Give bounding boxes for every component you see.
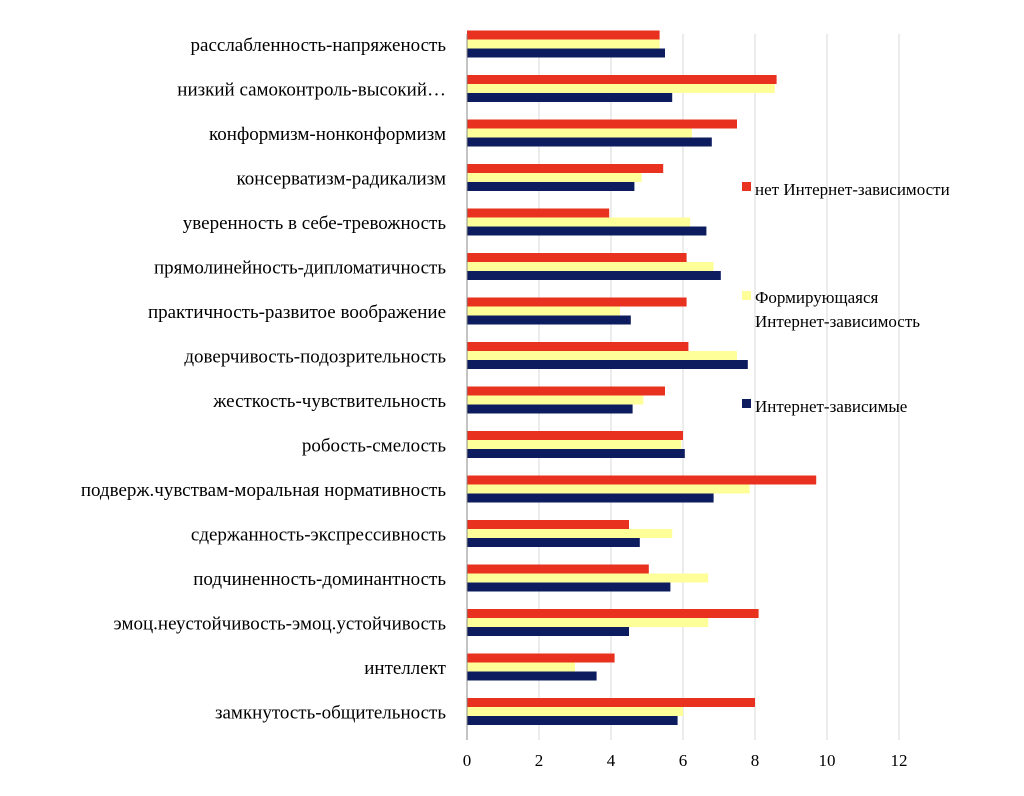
bar-2-1 [467,39,660,49]
bar-2-4 [467,173,642,182]
x-tick-label: 6 [679,751,688,770]
bar-1-14 [467,609,759,618]
bar-1-6 [467,253,687,262]
bar-3-5 [467,226,707,236]
category-label: подчиненность-доминантность [193,569,446,590]
bar-2-15 [467,662,575,672]
x-tick-label: 2 [535,751,544,770]
category-label: замкнутость-общительность [215,703,446,724]
bar-1-16 [467,698,755,707]
bar-2-13 [467,573,709,583]
bar-2-12 [467,529,673,538]
bar-3-11 [467,493,714,503]
x-tick-label: 12 [891,751,908,770]
x-tick-label: 8 [751,751,760,770]
bar-2-16 [467,707,683,716]
bar-2-3 [467,128,692,138]
bar-3-16 [467,716,678,725]
bar-2-5 [467,217,691,227]
legend-label: Формирующаяся Интернет-зависимость [755,288,920,331]
bar-1-8 [467,342,689,351]
bar-3-14 [467,627,629,636]
bar-3-1 [467,48,665,58]
legend-label: Интернет-зависимые [755,397,907,416]
bar-3-13 [467,582,671,592]
bar-3-4 [467,182,635,191]
bar-3-7 [467,315,631,325]
bar-2-9 [467,395,644,405]
category-label: робость-смелость [302,436,446,457]
category-label: прямолинейность-дипломатичность [154,258,446,279]
legend-label: нет Интернет-зависимости [755,180,950,199]
bar-1-10 [467,431,683,440]
bar-1-11 [467,475,817,485]
bar-2-8 [467,351,737,360]
bar-3-3 [467,137,712,147]
legend: нет Интернет-зависимости Формирующаяся Инт… [742,180,950,416]
x-tick-label: 0 [463,751,472,770]
bar-2-7 [467,306,620,316]
bar-3-12 [467,538,640,547]
bar-2-2 [467,84,775,93]
tick-labels: 0 2 4 6 8 10 12 [463,751,908,770]
bar-2-14 [467,618,709,627]
bar-1-4 [467,164,664,173]
bar-2-10 [467,440,682,449]
category-label: уверенность в себе-тревожность [183,213,447,234]
bar-1-5 [467,208,610,218]
bar-1-2 [467,75,777,84]
x-tick-label: 10 [819,751,836,770]
bars [467,30,817,725]
category-labels: расслабленность-напряженость низкий самок… [81,35,447,724]
bar-3-15 [467,671,597,681]
category-label: низкий самоконтроль-высокий… [177,80,446,101]
bar-3-9 [467,404,633,414]
bar-2-6 [467,262,714,271]
category-label: жесткость-чувствительность [212,391,446,412]
bar-1-7 [467,297,687,307]
legend-marker [742,399,751,408]
category-label: практичность-развитое воображение [148,302,446,323]
bar-1-15 [467,653,615,663]
bar-1-3 [467,119,737,129]
legend-marker [742,291,751,300]
bar-1-12 [467,520,629,529]
bar-3-6 [467,271,721,280]
bar-1-9 [467,386,665,396]
x-tick-label: 4 [607,751,616,770]
bar-1-1 [467,30,660,40]
bar-3-8 [467,360,748,369]
bar-1-13 [467,564,649,574]
category-label: доверчивость-подозрительность [184,347,446,368]
category-label: эмоц.неустойчивость-эмоц.устойчивость [114,614,447,635]
category-label: интеллект [364,658,446,679]
category-label: консерватизм-радикализм [237,169,446,190]
category-label: конформизм-нонконформизм [209,124,446,145]
category-label: сдержанность-экспрессивность [191,525,446,546]
bar-3-10 [467,449,685,458]
legend-marker [742,182,751,191]
category-label: расслабленность-напряженость [191,35,447,56]
category-label: подверж.чувствам-моральная нормативность [81,480,447,501]
bar-3-2 [467,93,673,102]
bar-2-11 [467,484,750,494]
